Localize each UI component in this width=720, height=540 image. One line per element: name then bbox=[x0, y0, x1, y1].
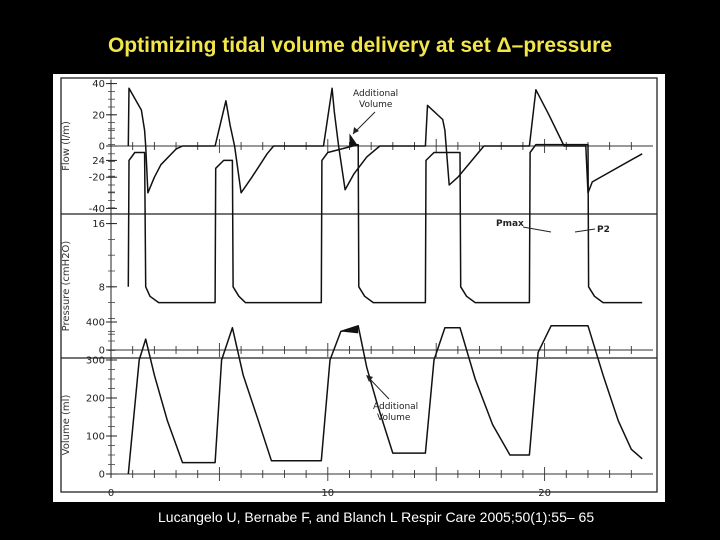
volume-y-tick-label: 400 bbox=[86, 318, 105, 329]
pressure-y-tick-label: 24 bbox=[92, 156, 105, 167]
volume-y-tick-label: 200 bbox=[86, 394, 105, 405]
volume-y-tick-label: 300 bbox=[86, 356, 105, 367]
citation-text: Lucangelo U, Bernabe F, and Blanch L Res… bbox=[158, 509, 595, 525]
pressure-y-tick-label: 8 bbox=[99, 282, 105, 293]
flow-y-tick-label: 0 bbox=[99, 142, 105, 153]
figure-panel: 40 20 0 -20 -40 Flow (l/m) Additional Volume 24 1… bbox=[53, 74, 665, 502]
flow-waveform-line bbox=[127, 87, 643, 194]
p2-arrow bbox=[574, 228, 596, 233]
p2-label: P2 bbox=[597, 225, 610, 235]
pmax-arrow bbox=[522, 226, 552, 233]
volume-annotation-line2: Volume bbox=[377, 413, 411, 423]
slide-title: Optimizing tidal volume delivery at set … bbox=[107, 34, 613, 57]
volume-y-tick-label: 0 bbox=[99, 470, 105, 481]
pmax-label: Pmax bbox=[496, 219, 524, 229]
volume-annotation-line1: Additional bbox=[373, 402, 418, 412]
flow-y-axis-label: Flow (l/m) bbox=[61, 121, 72, 171]
flow-y-tick-label: 20 bbox=[92, 110, 105, 121]
flow-annotation-arrowhead bbox=[353, 127, 359, 134]
x-tick-label: 0 bbox=[108, 488, 114, 499]
volume-annotation-arrowhead bbox=[366, 375, 373, 382]
pressure-y-axis-label: Pressure (cmH2O) bbox=[61, 241, 72, 332]
figure-frame bbox=[60, 77, 658, 493]
flow-y-tick-label: 40 bbox=[92, 79, 105, 90]
pressure-waveform-line bbox=[127, 143, 643, 304]
flow-additional-volume-mark bbox=[349, 133, 359, 146]
flow-y-tick-label: -40 bbox=[89, 204, 105, 215]
volume-waveform-line bbox=[127, 325, 643, 475]
flow-annotation-line2: Volume bbox=[359, 100, 393, 110]
pressure-y-tick-label: 0 bbox=[99, 346, 105, 357]
flow-y-tick-label: -20 bbox=[89, 173, 105, 184]
volume-additional-mark bbox=[340, 325, 359, 334]
volume-y-axis-label: Volume (ml) bbox=[61, 395, 72, 456]
x-tick-label: 10 bbox=[321, 488, 334, 499]
flow-annotation-line1: Additional bbox=[353, 89, 398, 99]
volume-y-tick-label: 100 bbox=[86, 432, 105, 443]
x-tick-label: 20 bbox=[538, 488, 551, 499]
pressure-y-tick-label: 16 bbox=[92, 219, 105, 230]
